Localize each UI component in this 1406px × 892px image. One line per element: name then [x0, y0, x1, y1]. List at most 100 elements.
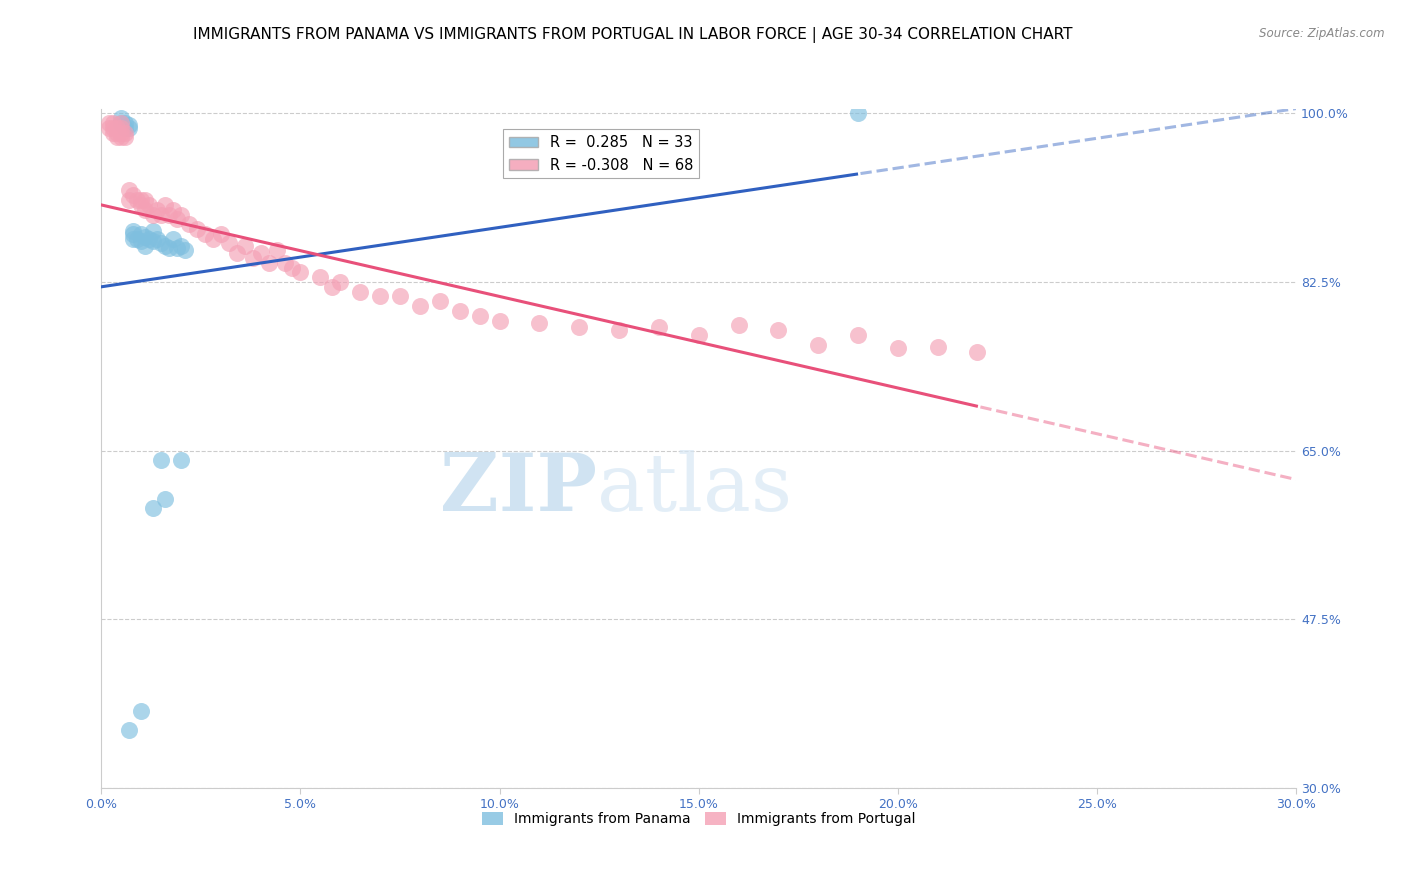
Point — [98, 116, 121, 130]
Point — [98, 120, 121, 135]
Point — [118, 193, 141, 207]
Point — [110, 116, 132, 130]
Point — [114, 126, 136, 140]
Point — [266, 243, 288, 257]
Point — [129, 234, 152, 248]
Point — [170, 208, 193, 222]
Point — [249, 246, 271, 260]
Point — [129, 704, 152, 718]
Point — [150, 453, 173, 467]
Point — [349, 285, 371, 299]
Point — [846, 106, 869, 120]
Point — [449, 304, 471, 318]
Point — [174, 243, 197, 257]
Point — [127, 232, 149, 246]
Point — [290, 265, 312, 279]
Point — [114, 130, 136, 145]
Point — [927, 340, 949, 354]
Point — [468, 309, 491, 323]
Point — [233, 239, 256, 253]
Point — [114, 116, 136, 130]
Point — [157, 208, 180, 222]
Point — [110, 112, 132, 126]
Point — [122, 224, 145, 238]
Point — [488, 313, 510, 327]
Point — [688, 328, 710, 343]
Point — [114, 120, 136, 135]
Point — [142, 501, 165, 516]
Point — [134, 229, 156, 244]
Point — [157, 241, 180, 255]
Point — [429, 294, 451, 309]
Point — [194, 227, 217, 241]
Point — [321, 280, 343, 294]
Point — [388, 289, 411, 303]
Point — [846, 328, 869, 343]
Text: atlas: atlas — [598, 450, 792, 528]
Point — [105, 126, 128, 140]
Point — [409, 299, 432, 313]
Point — [218, 236, 240, 251]
Point — [281, 260, 304, 275]
Point — [170, 453, 193, 467]
Point — [150, 236, 173, 251]
Point — [129, 198, 152, 212]
Text: ZIP: ZIP — [440, 450, 598, 528]
Point — [110, 130, 132, 145]
Point — [966, 345, 988, 359]
Text: IMMIGRANTS FROM PANAMA VS IMMIGRANTS FROM PORTUGAL IN LABOR FORCE | AGE 30-34 CO: IMMIGRANTS FROM PANAMA VS IMMIGRANTS FRO… — [193, 27, 1073, 43]
Point — [166, 212, 188, 227]
Point — [166, 241, 188, 255]
Point — [103, 126, 125, 140]
Point — [134, 239, 156, 253]
Point — [150, 208, 173, 222]
Point — [138, 198, 160, 212]
Point — [110, 120, 132, 135]
Point — [162, 232, 184, 246]
Point — [225, 246, 247, 260]
Point — [146, 202, 169, 217]
Point — [186, 222, 208, 236]
Point — [529, 317, 551, 331]
Point — [129, 193, 152, 207]
Point — [127, 193, 149, 207]
Point — [138, 232, 160, 246]
Text: Source: ZipAtlas.com: Source: ZipAtlas.com — [1260, 27, 1385, 40]
Point — [146, 232, 169, 246]
Point — [134, 193, 156, 207]
Point — [122, 188, 145, 202]
Point — [105, 130, 128, 145]
Point — [170, 239, 193, 253]
Point — [727, 318, 749, 333]
Point — [887, 342, 910, 356]
Point — [142, 234, 165, 248]
Point — [768, 323, 790, 337]
Point — [257, 256, 280, 270]
Point — [118, 723, 141, 737]
Point — [134, 202, 156, 217]
Point — [309, 270, 332, 285]
Point — [177, 217, 200, 231]
Point — [807, 337, 830, 351]
Point — [568, 320, 591, 334]
Point — [103, 116, 125, 130]
Point — [242, 251, 264, 265]
Point — [103, 120, 125, 135]
Point — [142, 224, 165, 238]
Point — [648, 320, 671, 334]
Point — [162, 202, 184, 217]
Point — [118, 120, 141, 135]
Point — [118, 184, 141, 198]
Point — [122, 232, 145, 246]
Point — [201, 232, 224, 246]
Point — [368, 289, 391, 303]
Point — [329, 275, 352, 289]
Point — [273, 256, 295, 270]
Point — [153, 491, 176, 506]
Point — [105, 120, 128, 135]
Point — [153, 239, 176, 253]
Point — [153, 198, 176, 212]
Point — [118, 118, 141, 132]
Legend: Immigrants from Panama, Immigrants from Portugal: Immigrants from Panama, Immigrants from … — [477, 806, 921, 832]
Point — [607, 323, 630, 337]
